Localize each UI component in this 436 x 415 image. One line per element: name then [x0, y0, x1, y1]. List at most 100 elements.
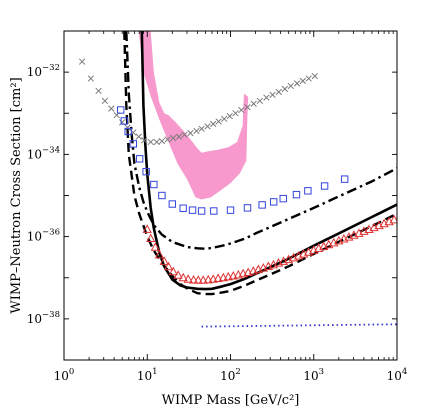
cross-marker — [158, 137, 166, 145]
square-marker — [243, 204, 252, 212]
triangle-marker — [163, 261, 174, 271]
cross-marker — [124, 124, 131, 131]
cross-marker — [232, 110, 239, 117]
triangle-marker — [203, 274, 213, 284]
cross-marker — [221, 115, 228, 123]
cross-marker — [210, 120, 217, 128]
triangle-marker — [173, 270, 183, 279]
dotted-limit-curve — [201, 323, 397, 328]
x-tick-label: 101 — [137, 367, 158, 383]
cross-marker — [256, 97, 263, 105]
cross-marker — [175, 133, 183, 140]
triangle-marker — [218, 272, 228, 282]
cross-marker — [164, 136, 171, 143]
square-marker — [188, 206, 197, 214]
square-marker — [135, 155, 144, 163]
cross-marker — [135, 133, 142, 140]
cross-marker — [187, 129, 194, 137]
x-tick-label: 103 — [303, 367, 324, 383]
triangle-marker — [183, 274, 193, 283]
square-marker — [292, 190, 301, 199]
triangle-marker — [228, 270, 238, 280]
cross-marker — [108, 105, 115, 112]
x-tick-label: 104 — [387, 367, 408, 383]
cross-marker — [263, 94, 270, 101]
cross-marker — [287, 82, 294, 90]
cross-marker — [204, 123, 211, 130]
triangle-marker — [168, 266, 178, 276]
square-marker — [117, 106, 125, 114]
triangle-marker — [208, 274, 218, 283]
square-marker — [129, 140, 138, 148]
cross-marker — [311, 72, 318, 80]
cross-marker — [269, 91, 276, 99]
cross-marker — [170, 134, 177, 142]
cross-marker — [87, 75, 94, 82]
cross-marker — [95, 87, 102, 95]
square-marker — [226, 206, 235, 214]
square-marker — [168, 200, 177, 208]
cross-marker — [293, 80, 301, 87]
plot-frame — [63, 30, 398, 361]
triangle-marker — [154, 249, 165, 259]
triangle-marker — [213, 273, 223, 282]
cross-marker — [181, 131, 188, 138]
cross-marker — [238, 106, 245, 114]
cross-marker — [299, 77, 307, 85]
square-marker — [197, 207, 206, 215]
triangle-marker — [198, 275, 208, 284]
cross-marker — [153, 138, 160, 146]
square-marker — [279, 194, 287, 203]
square-marker — [150, 180, 158, 189]
square-marker — [158, 191, 166, 200]
series-layer — [78, 31, 397, 328]
cross-marker — [198, 125, 205, 132]
cross-marker — [147, 138, 154, 146]
y-tick-label: 10−36 — [27, 228, 60, 244]
square-marker — [179, 204, 187, 212]
square-marker — [124, 127, 132, 136]
square-marker — [210, 207, 218, 215]
square-marker — [120, 117, 128, 125]
triangle-marker — [150, 242, 160, 251]
y-tick-label: 10−32 — [27, 63, 60, 79]
cross-marker — [275, 88, 282, 96]
triangle-marker — [193, 275, 203, 284]
square-marker — [269, 198, 278, 206]
cross-marker — [141, 137, 148, 144]
triangle-marker — [178, 272, 188, 282]
cross-marker — [193, 127, 200, 135]
allowed-region-band — [138, 31, 249, 200]
triangle-marker — [188, 274, 199, 284]
triangle-marker — [159, 256, 169, 265]
square-marker — [320, 182, 329, 190]
square-marker — [340, 175, 349, 183]
cross-marker — [250, 100, 257, 107]
triangle-marker — [146, 233, 156, 243]
cross-marker — [215, 118, 222, 125]
square-marker — [142, 167, 150, 176]
triangle-marker — [243, 267, 253, 277]
cross-marker — [226, 112, 233, 120]
y-tick-label: 10−38 — [27, 310, 60, 326]
dash-dot-limit-curve — [125, 31, 397, 250]
cross-marker — [244, 104, 251, 111]
solid-limit-curve — [140, 31, 397, 291]
dashed-limit-curve — [123, 31, 397, 296]
cross-marker — [305, 75, 312, 82]
triangle-marker — [389, 214, 397, 224]
cross-marker — [101, 97, 109, 105]
x-tick-label: 102 — [220, 367, 241, 383]
ticks-layer: 100 101 102 103 104 10−38 10−36 10−34 10−32 — [27, 31, 408, 383]
x-axis-label: WIMP Mass [GeV/c²] — [162, 393, 300, 408]
square-marker — [304, 187, 312, 195]
x-tick-label: 100 — [54, 367, 75, 383]
triangle-marker — [142, 224, 152, 233]
cross-marker — [281, 85, 289, 93]
y-axis-label: WIMP–Neutron Cross Section [cm²] — [9, 77, 24, 313]
y-tick-label: 10−34 — [27, 145, 60, 161]
cross-marker — [78, 58, 86, 65]
square-marker — [258, 201, 266, 209]
triangle-marker — [223, 271, 233, 281]
